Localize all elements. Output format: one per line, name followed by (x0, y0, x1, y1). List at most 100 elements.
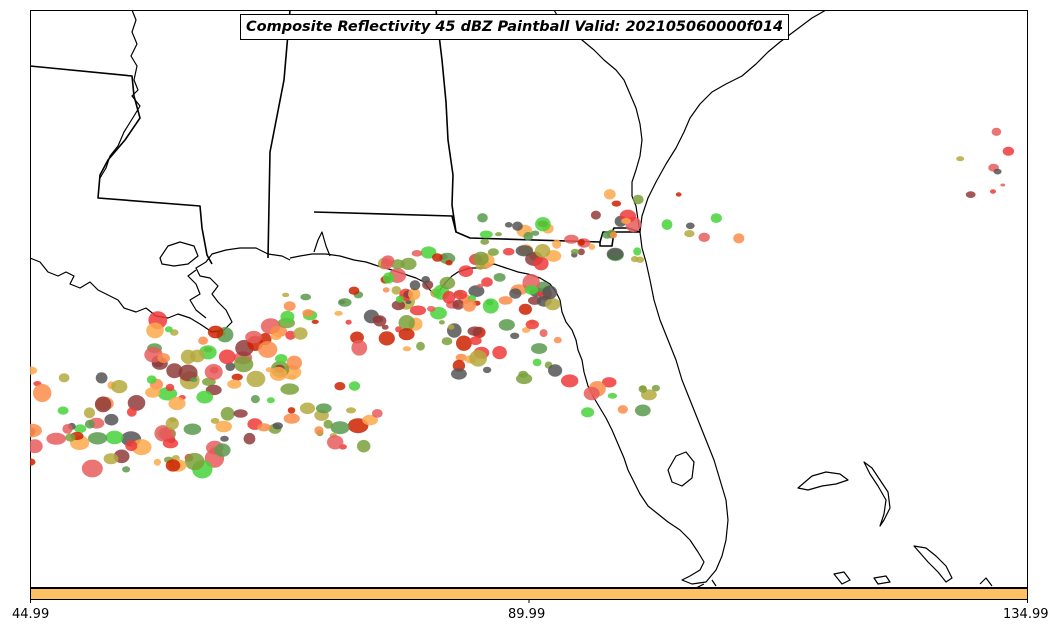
coast-ga-sc (553, 10, 643, 233)
reflectivity-blob-273 (515, 245, 533, 257)
reflectivity-blob-208 (420, 246, 437, 259)
reflectivity-blob-105 (270, 332, 282, 341)
reflectivity-blob-211 (458, 265, 474, 278)
reflectivity-blob-81 (286, 355, 302, 370)
reflectivity-blob-122 (357, 439, 371, 453)
reflectivity-blob-312 (607, 392, 618, 399)
reflectivity-blob-224 (439, 276, 456, 290)
bahamas-grand (797, 471, 849, 491)
reflectivity-blob-49 (122, 466, 131, 473)
reflectivity-blob-7 (83, 407, 96, 419)
reflectivity-blob-326 (661, 219, 673, 230)
reflectivity-blob-277 (606, 247, 624, 261)
reflectivity-blob-61 (62, 424, 73, 434)
reflectivity-blob-0 (30, 458, 36, 466)
reflectivity-blob-333 (733, 233, 745, 244)
reflectivity-blob-338 (1000, 183, 1006, 187)
reflectivity-blob-45 (105, 430, 124, 445)
reflectivity-blob-102 (275, 354, 288, 364)
reflectivity-blob-151 (398, 315, 415, 331)
reflectivity-blob-322 (685, 222, 695, 230)
reflectivity-blob-1 (127, 395, 146, 411)
reflectivity-blob-250 (564, 234, 579, 244)
reflectivity-blob-87 (146, 375, 157, 384)
reflectivity-blob-243 (498, 296, 513, 305)
reflectivity-blob-141 (227, 379, 242, 389)
reflectivity-blob-297 (469, 336, 482, 346)
reflectivity-blob-340 (991, 127, 1002, 136)
reflectivity-blob-299 (539, 329, 548, 338)
reflectivity-blob-62 (88, 432, 108, 445)
reflectivity-blob-324 (684, 230, 695, 238)
reflectivity-blob-303 (525, 319, 539, 330)
reflectivity-blob-332 (603, 189, 616, 200)
reflectivity-blob-248 (462, 298, 477, 312)
reflectivity-blob-65 (165, 383, 175, 392)
reflectivity-blob-138 (280, 383, 300, 395)
reflectivity-blob-237 (421, 276, 431, 284)
reflectivity-blob-321 (583, 386, 600, 401)
reflectivity-blob-230 (395, 295, 404, 303)
reflectivity-blob-325 (632, 194, 644, 205)
reflectivity-blob-281 (477, 213, 488, 223)
reflectivity-blob-217 (382, 287, 390, 293)
reflectivity-blob-56 (95, 372, 108, 384)
reflectivity-blob-270 (531, 230, 540, 236)
reflectivity-blob-251 (534, 244, 551, 258)
reflectivity-blob-278 (570, 248, 580, 255)
reflectivity-paintball-layer (30, 127, 1015, 479)
reflectivity-blob-32 (168, 396, 186, 411)
reflectivity-blob-52 (214, 443, 231, 457)
coast-mississippi-river (99, 10, 141, 179)
reflectivity-blob-67 (165, 459, 181, 472)
reflectivity-blob-10 (94, 396, 112, 413)
reflectivity-blob-170 (345, 319, 352, 325)
bahamas-andros (913, 545, 953, 583)
reflectivity-blob-317 (651, 384, 661, 392)
border-ar-la-ms (30, 65, 213, 265)
reflectivity-blob-280 (552, 239, 562, 249)
reflectivity-blob-128 (371, 409, 383, 418)
reflectivity-blob-241 (409, 280, 421, 291)
reflectivity-blob-178 (381, 324, 389, 330)
reflectivity-blob-54 (154, 425, 172, 442)
reflectivity-blob-41 (30, 439, 43, 454)
reflectivity-blob-175 (282, 292, 290, 298)
reflectivity-blob-142 (272, 422, 283, 430)
reflectivity-blob-180 (409, 305, 427, 316)
reflectivity-blob-103 (164, 326, 173, 333)
reflectivity-blob-212 (545, 298, 561, 311)
reflectivity-blob-109 (189, 377, 198, 383)
reflectivity-blob-339 (956, 156, 965, 162)
reflectivity-blob-48 (58, 373, 70, 383)
reflectivity-blob-207 (400, 257, 417, 270)
reflectivity-blob-93 (166, 363, 183, 379)
reflectivity-blob-166 (302, 309, 314, 318)
reflectivity-blob-181 (402, 346, 412, 352)
reflectivity-blob-137 (346, 407, 356, 414)
reflectivity-blob-296 (531, 343, 548, 354)
reflectivity-blob-38 (84, 419, 95, 429)
reflectivity-blob-15 (74, 424, 87, 434)
reflectivity-blob-135 (243, 432, 256, 445)
coast-louisiana-inner (187, 269, 207, 319)
colorbar-tick-label-min: 44.99 (12, 607, 50, 622)
reflectivity-blob-28 (46, 432, 66, 445)
reflectivity-blob-55 (220, 407, 235, 421)
mobile-bay (313, 231, 331, 257)
reflectivity-blob-59 (165, 417, 179, 430)
reflectivity-blob-313 (634, 404, 651, 417)
reflectivity-blob-43 (30, 423, 42, 438)
reflectivity-blob-134 (283, 413, 300, 424)
reflectivity-blob-234 (445, 259, 453, 266)
reflectivity-blob-279 (633, 247, 642, 256)
reflectivity-blob-182 (280, 310, 295, 323)
reflectivity-blob-271 (631, 256, 639, 263)
reflectivity-blob-24 (153, 458, 161, 466)
reflectivity-blob-9 (126, 407, 137, 417)
reflectivity-blob-199 (509, 288, 522, 299)
reflectivity-blob-179 (373, 315, 387, 327)
reflectivity-blob-104 (157, 353, 170, 364)
reflectivity-blob-300 (553, 336, 562, 344)
